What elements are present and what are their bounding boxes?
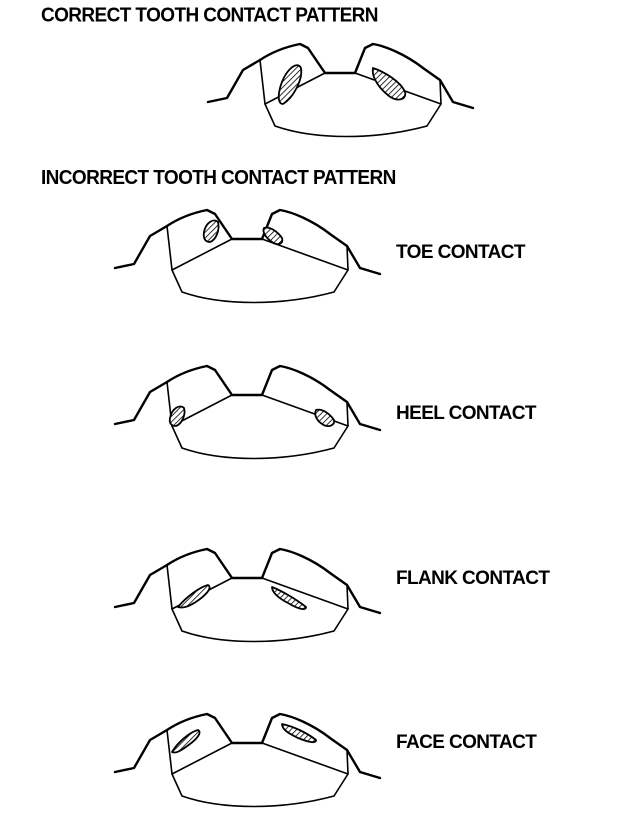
contact-patch bbox=[271, 586, 307, 610]
contact-patch bbox=[281, 723, 317, 744]
toe-contact-gear bbox=[113, 208, 382, 304]
heel-contact-gear bbox=[113, 364, 382, 460]
face-contact-label: FACE CONTACT bbox=[396, 732, 537, 753]
contact-patch bbox=[277, 64, 303, 105]
flank-contact-gear bbox=[113, 547, 382, 643]
contact-patch bbox=[314, 408, 335, 427]
correct-pattern-heading: CORRECT TOOTH CONTACT PATTERN bbox=[41, 4, 379, 27]
toe-contact-label: TOE CONTACT bbox=[396, 242, 525, 263]
contact-patch bbox=[202, 219, 220, 243]
correct-contact-gear bbox=[206, 42, 475, 138]
contact-patch bbox=[168, 405, 186, 427]
heel-contact-label: HEEL CONTACT bbox=[396, 403, 536, 424]
flank-contact-label: FLANK CONTACT bbox=[396, 568, 550, 589]
contact-patch bbox=[371, 67, 407, 101]
contact-patch bbox=[171, 729, 201, 754]
face-contact-gear bbox=[113, 712, 382, 808]
contact-patch bbox=[262, 226, 284, 245]
incorrect-pattern-heading: INCORRECT TOOTH CONTACT PATTERN bbox=[41, 167, 396, 190]
contact-patch bbox=[177, 584, 211, 609]
